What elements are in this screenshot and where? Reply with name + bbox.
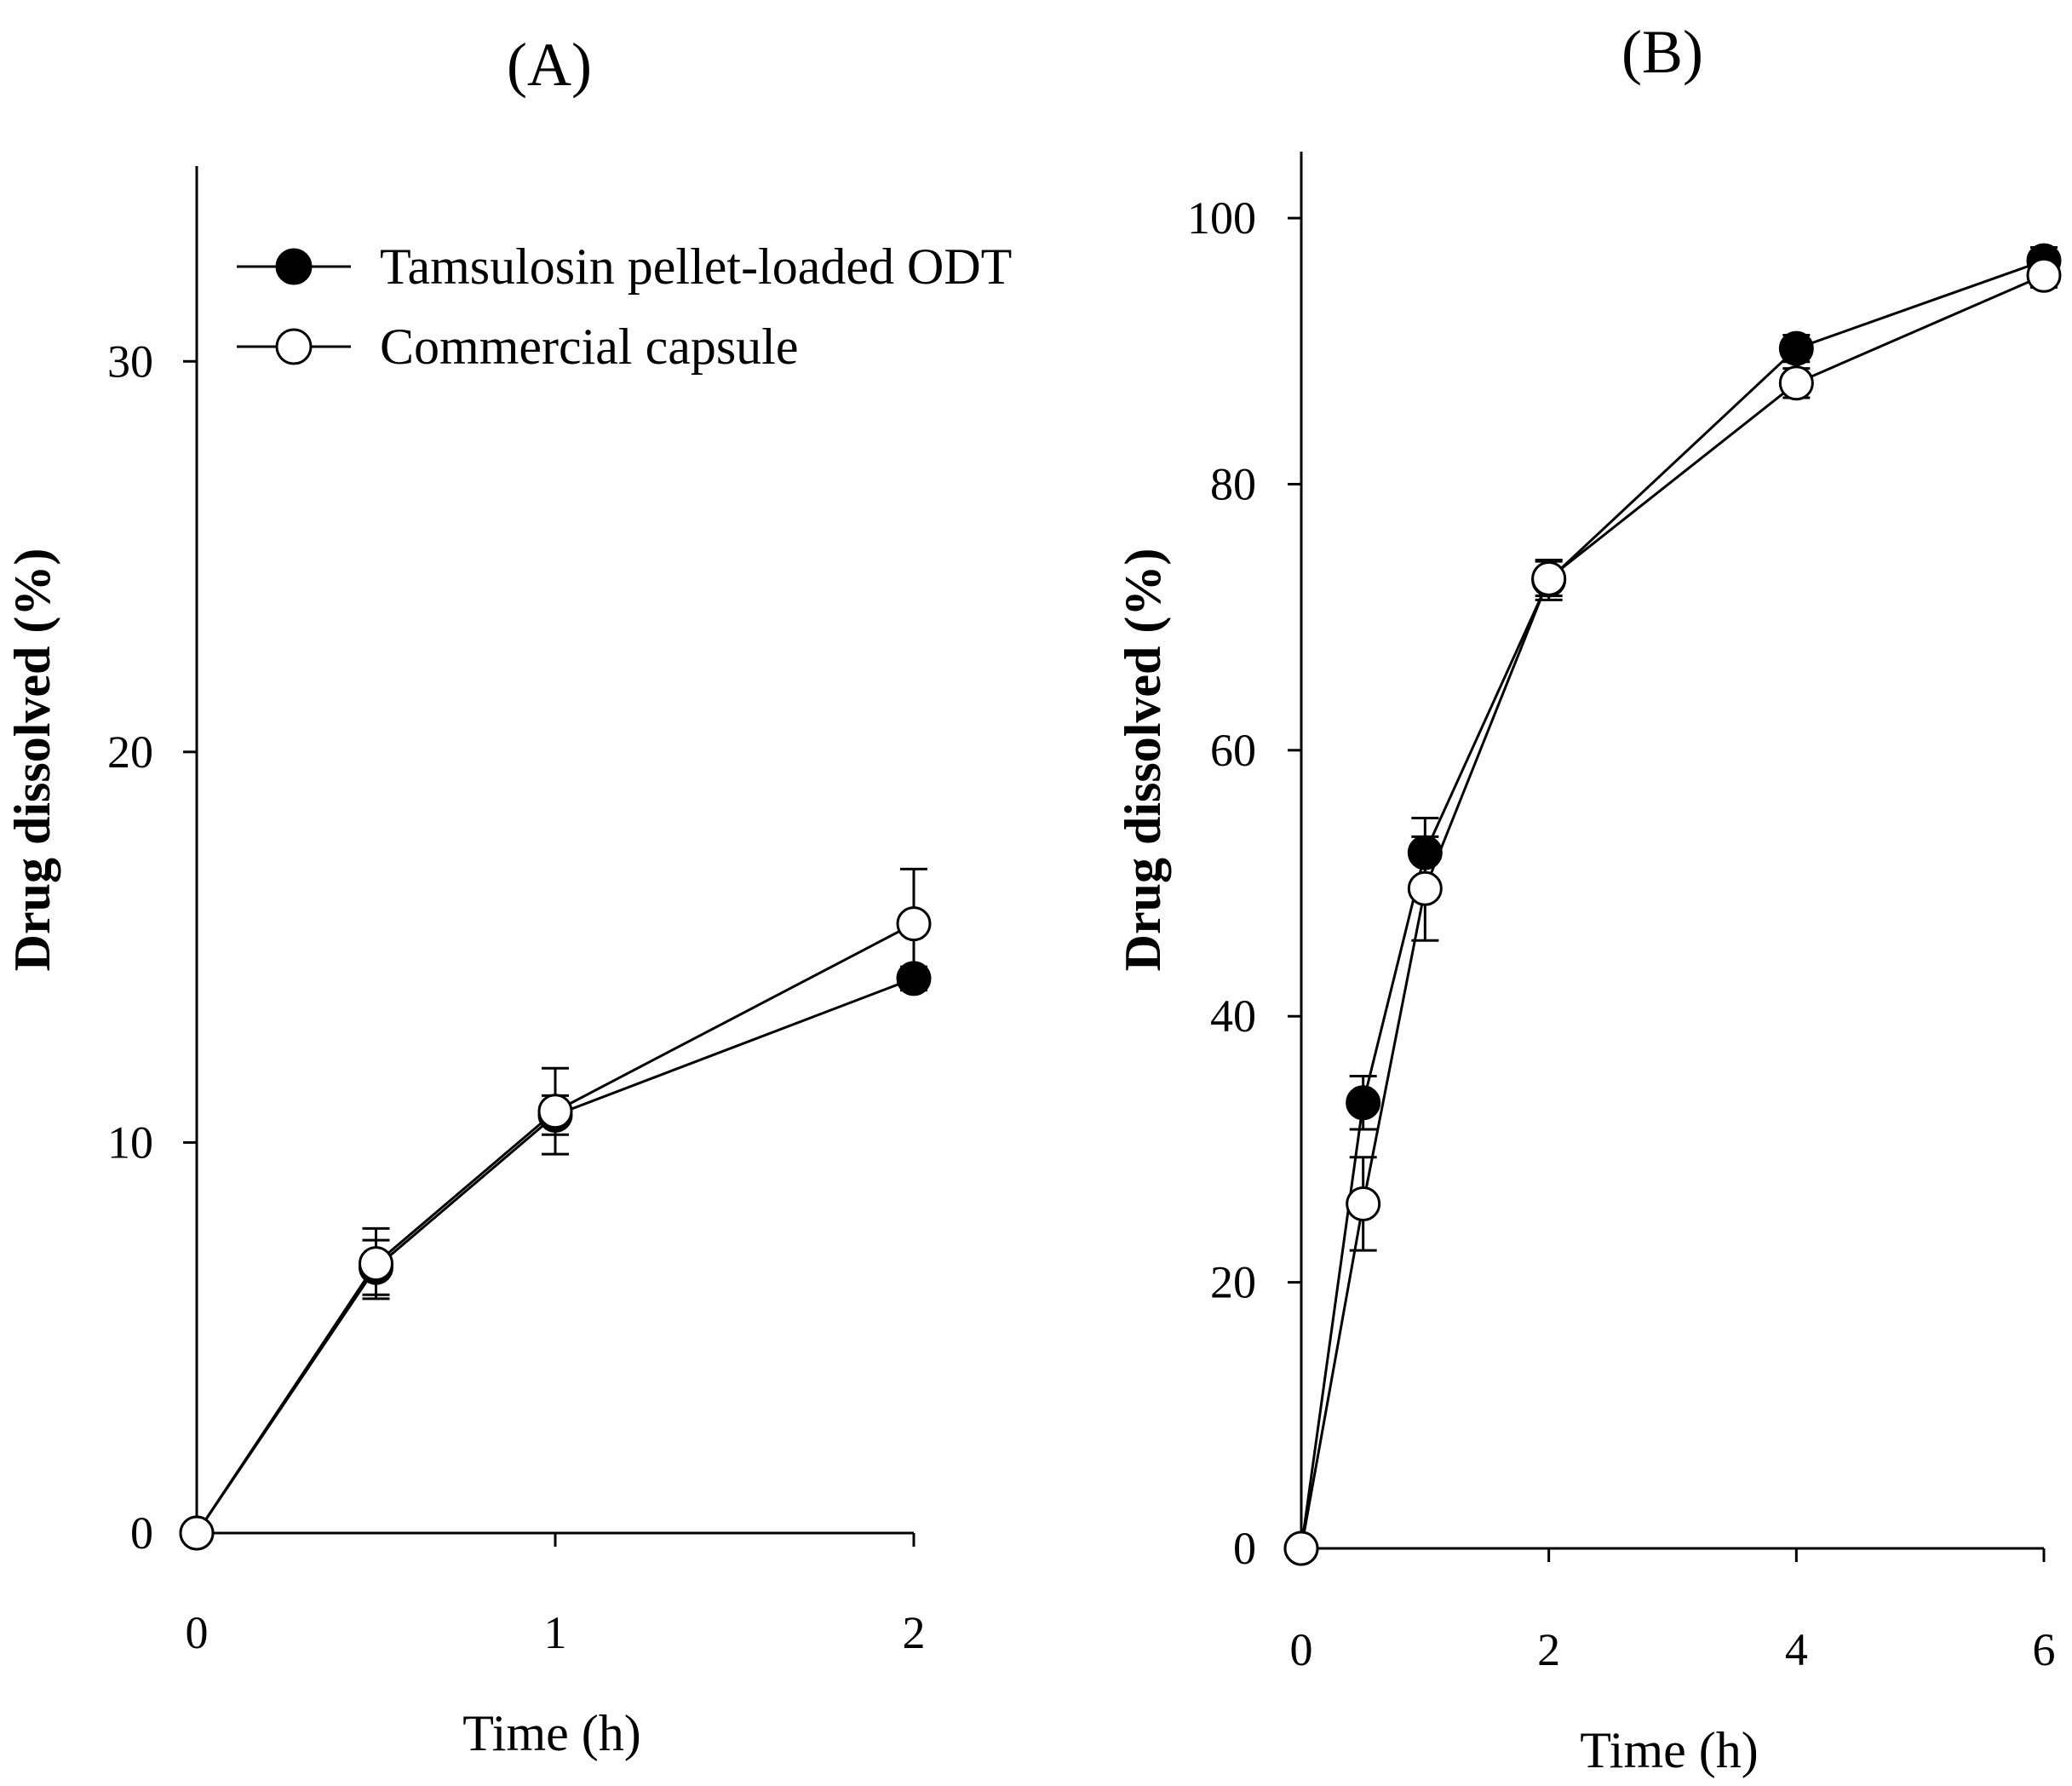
panel-b-point-odt xyxy=(1407,835,1443,870)
panel-b-y-tick-label: 40 xyxy=(1210,991,1256,1042)
legend: Tamsulosin pellet-loaded ODT Commercial … xyxy=(237,238,1012,375)
panel-b-x-tick-label: 6 xyxy=(2033,1624,2056,1675)
panel-b-point-capsule xyxy=(1778,365,1814,401)
panel-b-point-capsule xyxy=(1283,1530,1319,1566)
panel-a-chart: (A) Drug dissolved (%) Time (h) Tamsulos… xyxy=(4,31,1012,1761)
panel-a-point-capsule xyxy=(537,1094,573,1129)
panel-b-point-capsule xyxy=(1407,870,1443,906)
panel-a-point-odt xyxy=(896,961,932,996)
panel-b-xlabel: Time (h) xyxy=(1580,1722,1758,1778)
panel-b-line-capsule xyxy=(1300,273,2045,1549)
panel-b-x-tick-label: 2 xyxy=(1537,1624,1560,1675)
panel-a-y-tick-label: 20 xyxy=(107,726,153,778)
panel-b-y-tick-label: 100 xyxy=(1187,192,1256,244)
panel-a-y-tick-label: 10 xyxy=(107,1117,153,1168)
panel-a-y-tick-label: 30 xyxy=(107,336,153,387)
panel-a-point-capsule xyxy=(896,906,932,942)
panel-b-chart: (B) Drug dissolved (%) Time (h) 02040608… xyxy=(1115,18,2062,1778)
panel-b-ylabel: Drug dissolved (%) xyxy=(1115,548,1171,972)
panel-b-y-tick-label: 20 xyxy=(1210,1257,1256,1308)
panel-b-x-tick-label: 0 xyxy=(1290,1624,1313,1675)
panel-b-point-odt xyxy=(1778,330,1814,366)
panel-a-y-tick-label: 0 xyxy=(130,1507,153,1559)
panel-a-x-tick-label: 0 xyxy=(186,1607,209,1658)
panel-a-ylabel: Drug dissolved (%) xyxy=(4,548,60,972)
panel-b-point-capsule xyxy=(1346,1186,1381,1221)
legend-label-capsule: Commercial capsule xyxy=(380,319,798,375)
panel-a-title: (A) xyxy=(507,31,592,99)
panel-a-x-tick-label: 1 xyxy=(544,1607,567,1658)
panel-a-xlabel: Time (h) xyxy=(462,1705,640,1761)
legend-marker-capsule xyxy=(275,328,313,365)
legend-label-odt: Tamsulosin pellet-loaded ODT xyxy=(380,238,1012,295)
panel-b-y-tick-label: 60 xyxy=(1210,725,1256,776)
panel-a-x-tick-label: 2 xyxy=(903,1607,926,1658)
panel-b-title: (B) xyxy=(1621,18,1703,86)
panel-b-y-tick-label: 80 xyxy=(1210,458,1256,509)
panel-b-point-capsule xyxy=(2026,257,2062,293)
panel-b-x-tick-label: 4 xyxy=(1785,1624,1808,1675)
panel-a-line-odt xyxy=(195,977,915,1534)
panel-b-point-odt xyxy=(1346,1085,1381,1121)
panel-b-point-capsule xyxy=(1531,560,1567,596)
panel-b-y-tick-label: 0 xyxy=(1233,1523,1256,1574)
panel-a-line-capsule xyxy=(195,922,915,1534)
legend-marker-odt xyxy=(275,248,313,285)
panel-a-point-capsule xyxy=(359,1246,393,1282)
panel-a-point-capsule xyxy=(179,1515,215,1551)
panel-b-line-odt xyxy=(1300,259,2045,1549)
